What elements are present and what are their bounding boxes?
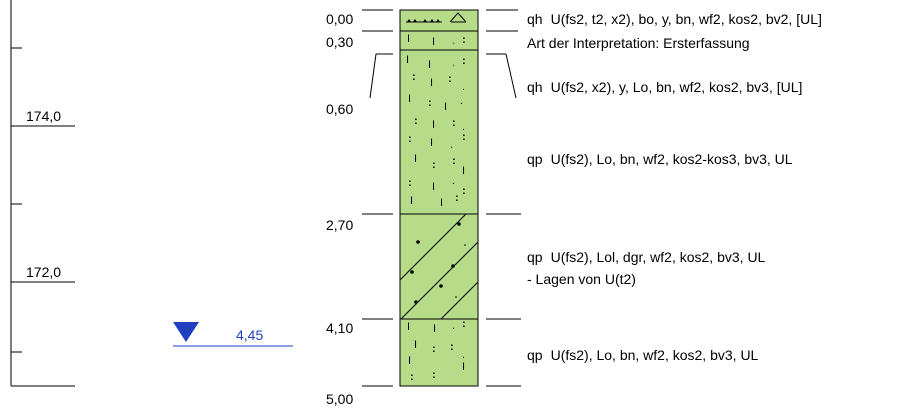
topsoil-symbol [406, 12, 467, 23]
depth-label: 2,70 [326, 217, 353, 233]
scale-label-upper: 174,0 [26, 108, 61, 124]
soil-symbol-glyph: I [432, 181, 435, 193]
soil-symbol-glyph: : [462, 185, 466, 197]
soil-symbol-glyph: I [414, 153, 417, 165]
column-fill [400, 10, 478, 386]
layer-code: qp [527, 347, 543, 363]
depth-labels: 0,00 0,30 0,60 2,70 4,10 5,00 [326, 11, 353, 407]
soil-symbol-glyph: I [407, 33, 410, 45]
layer-description-row: qp U(fs2), Lo, bn, wf2, kos2, bv3, UL [527, 347, 759, 363]
loess-hatch [400, 214, 478, 319]
layer-description-row: qp U(fs2), Lo, bn, wf2, kos2-kos3, bv3, U… [527, 151, 793, 167]
layer-description-row: qh U(fs2, t2, x2), bo, y, bn, wf2, kos2, … [527, 11, 822, 27]
loess-dots [410, 222, 466, 304]
layer-text: U(fs2, x2), y, Lo, bn, wf2, kos2, bv3, [… [551, 79, 803, 95]
depth-label: 4,10 [326, 320, 353, 336]
depth-ticks-left [362, 9, 393, 387]
layer-description-row: - Lagen von U(t2) [527, 271, 636, 287]
depth-ticks-right [486, 9, 521, 387]
depth-label: 0,60 [326, 101, 353, 117]
soil-symbol-glyph: . [452, 57, 455, 69]
elevation-scale: 174,0 172,0 [10, 0, 75, 387]
depth-label: 0,30 [326, 34, 353, 50]
soil-symbol-glyph: : [452, 117, 456, 129]
soil-symbol-glyph: : [428, 97, 432, 109]
column-outline [399, 9, 479, 387]
soil-symbol-glyph: : [462, 34, 466, 46]
soil-symbol-glyph: I [428, 59, 431, 71]
soil-symbol-glyph: : [455, 192, 459, 204]
soil-symbol-glyph: : [450, 341, 454, 353]
soil-symbol-glyph: I [408, 355, 411, 367]
soil-symbol-glyph: . [452, 35, 455, 47]
water-level-triangle-icon [173, 322, 199, 342]
soil-symbol-glyph: I [414, 339, 417, 351]
layer-code: qp [527, 249, 543, 265]
soil-symbol-glyph: I [432, 119, 435, 131]
layer-text: Art der Interpretation: Ersterfassung [527, 35, 750, 51]
soil-symbol-glyph: I [432, 36, 435, 48]
layer-text: U(fs2), Lo, bn, wf2, kos2, bv3, UL [551, 347, 759, 363]
depth-label: 5,00 [326, 391, 353, 407]
soil-symbol-glyph: . [452, 175, 455, 187]
layer-description-row: qh U(fs2, x2), y, Lo, bn, wf2, kos2, bv3,… [527, 79, 802, 95]
layer-text: U(fs2), Lol, dgr, wf2, kos2, bv3, UL [551, 249, 766, 265]
soil-column: I I.:I I.:: I:.I: I.: I:.: I .:I::I: I .:I I:I I.:I… [399, 9, 479, 387]
soil-symbol-glyph: . [452, 320, 455, 332]
soil-symbol-glyph: I [444, 101, 447, 113]
soil-symbol-glyph: I [406, 54, 409, 66]
soil-symbol-glyph: : [452, 155, 456, 167]
soil-symbol-glyph: I [430, 77, 433, 89]
layer-description-row: Art der Interpretation: Ersterfassung [527, 35, 750, 51]
soil-symbol-glyph: . [462, 121, 465, 133]
soil-symbol-glyph: . [450, 139, 453, 151]
soil-symbol-glyph: : [462, 318, 466, 330]
soil-symbol-glyph: : [414, 115, 418, 127]
layer-text: U(fs2, t2, x2), bo, y, bn, wf2, kos2, bv… [551, 11, 822, 27]
soil-symbol-glyph: : [432, 159, 436, 171]
layer-text: - Lagen von U(t2) [527, 271, 636, 287]
soil-symbol-glyph: : [408, 133, 412, 145]
layer-code: qh [527, 11, 543, 27]
soil-symbol-glyph: : [432, 369, 436, 381]
soil-symbol-glyph: : [448, 73, 452, 85]
scale-label-lower: 172,0 [26, 264, 61, 280]
layer-text: U(fs2), Lo, bn, wf2, kos2-kos3, bv3, UL [551, 151, 793, 167]
soil-symbol-glyph: : [408, 177, 412, 189]
soil-symbol-glyph: I [408, 93, 411, 105]
soil-symbol-glyph: I [407, 321, 410, 333]
silt-symbols: I I.:I I.:: I:.I: I.: I:.: I .:I::I: I .:I I:I I.:I… [406, 33, 466, 383]
soil-symbol-glyph: . [462, 81, 465, 93]
depth-label: 0,00 [326, 11, 353, 27]
layer-descriptions: qh U(fs2, t2, x2), bo, y, bn, wf2, kos2, … [527, 11, 822, 363]
water-level-marker: 4,45 [173, 322, 293, 347]
soil-symbol-glyph: I [433, 323, 436, 335]
layer-description-row: qp U(fs2), Lol, dgr, wf2, kos2, bv3, UL [527, 249, 766, 265]
soil-symbol-glyph: I [462, 165, 465, 177]
soil-symbol-glyph: I [462, 361, 465, 373]
soil-symbol-glyph: : [410, 371, 414, 383]
soil-symbol-glyph: : [462, 55, 466, 67]
soil-symbol-glyph: : [462, 131, 466, 143]
soil-symbol-glyph: . [462, 349, 465, 361]
soil-symbol-glyph: . [460, 95, 463, 107]
soil-symbol-glyph: : [432, 343, 436, 355]
water-level-label: 4,45 [236, 327, 263, 343]
soil-symbol-glyph: I [430, 137, 433, 149]
soil-symbol-glyph: I [410, 195, 413, 207]
soil-symbol-glyph: I [440, 197, 443, 209]
layer-code: qp [527, 151, 543, 167]
soil-symbol-glyph: : [412, 71, 416, 83]
layer-code: qh [527, 79, 543, 95]
